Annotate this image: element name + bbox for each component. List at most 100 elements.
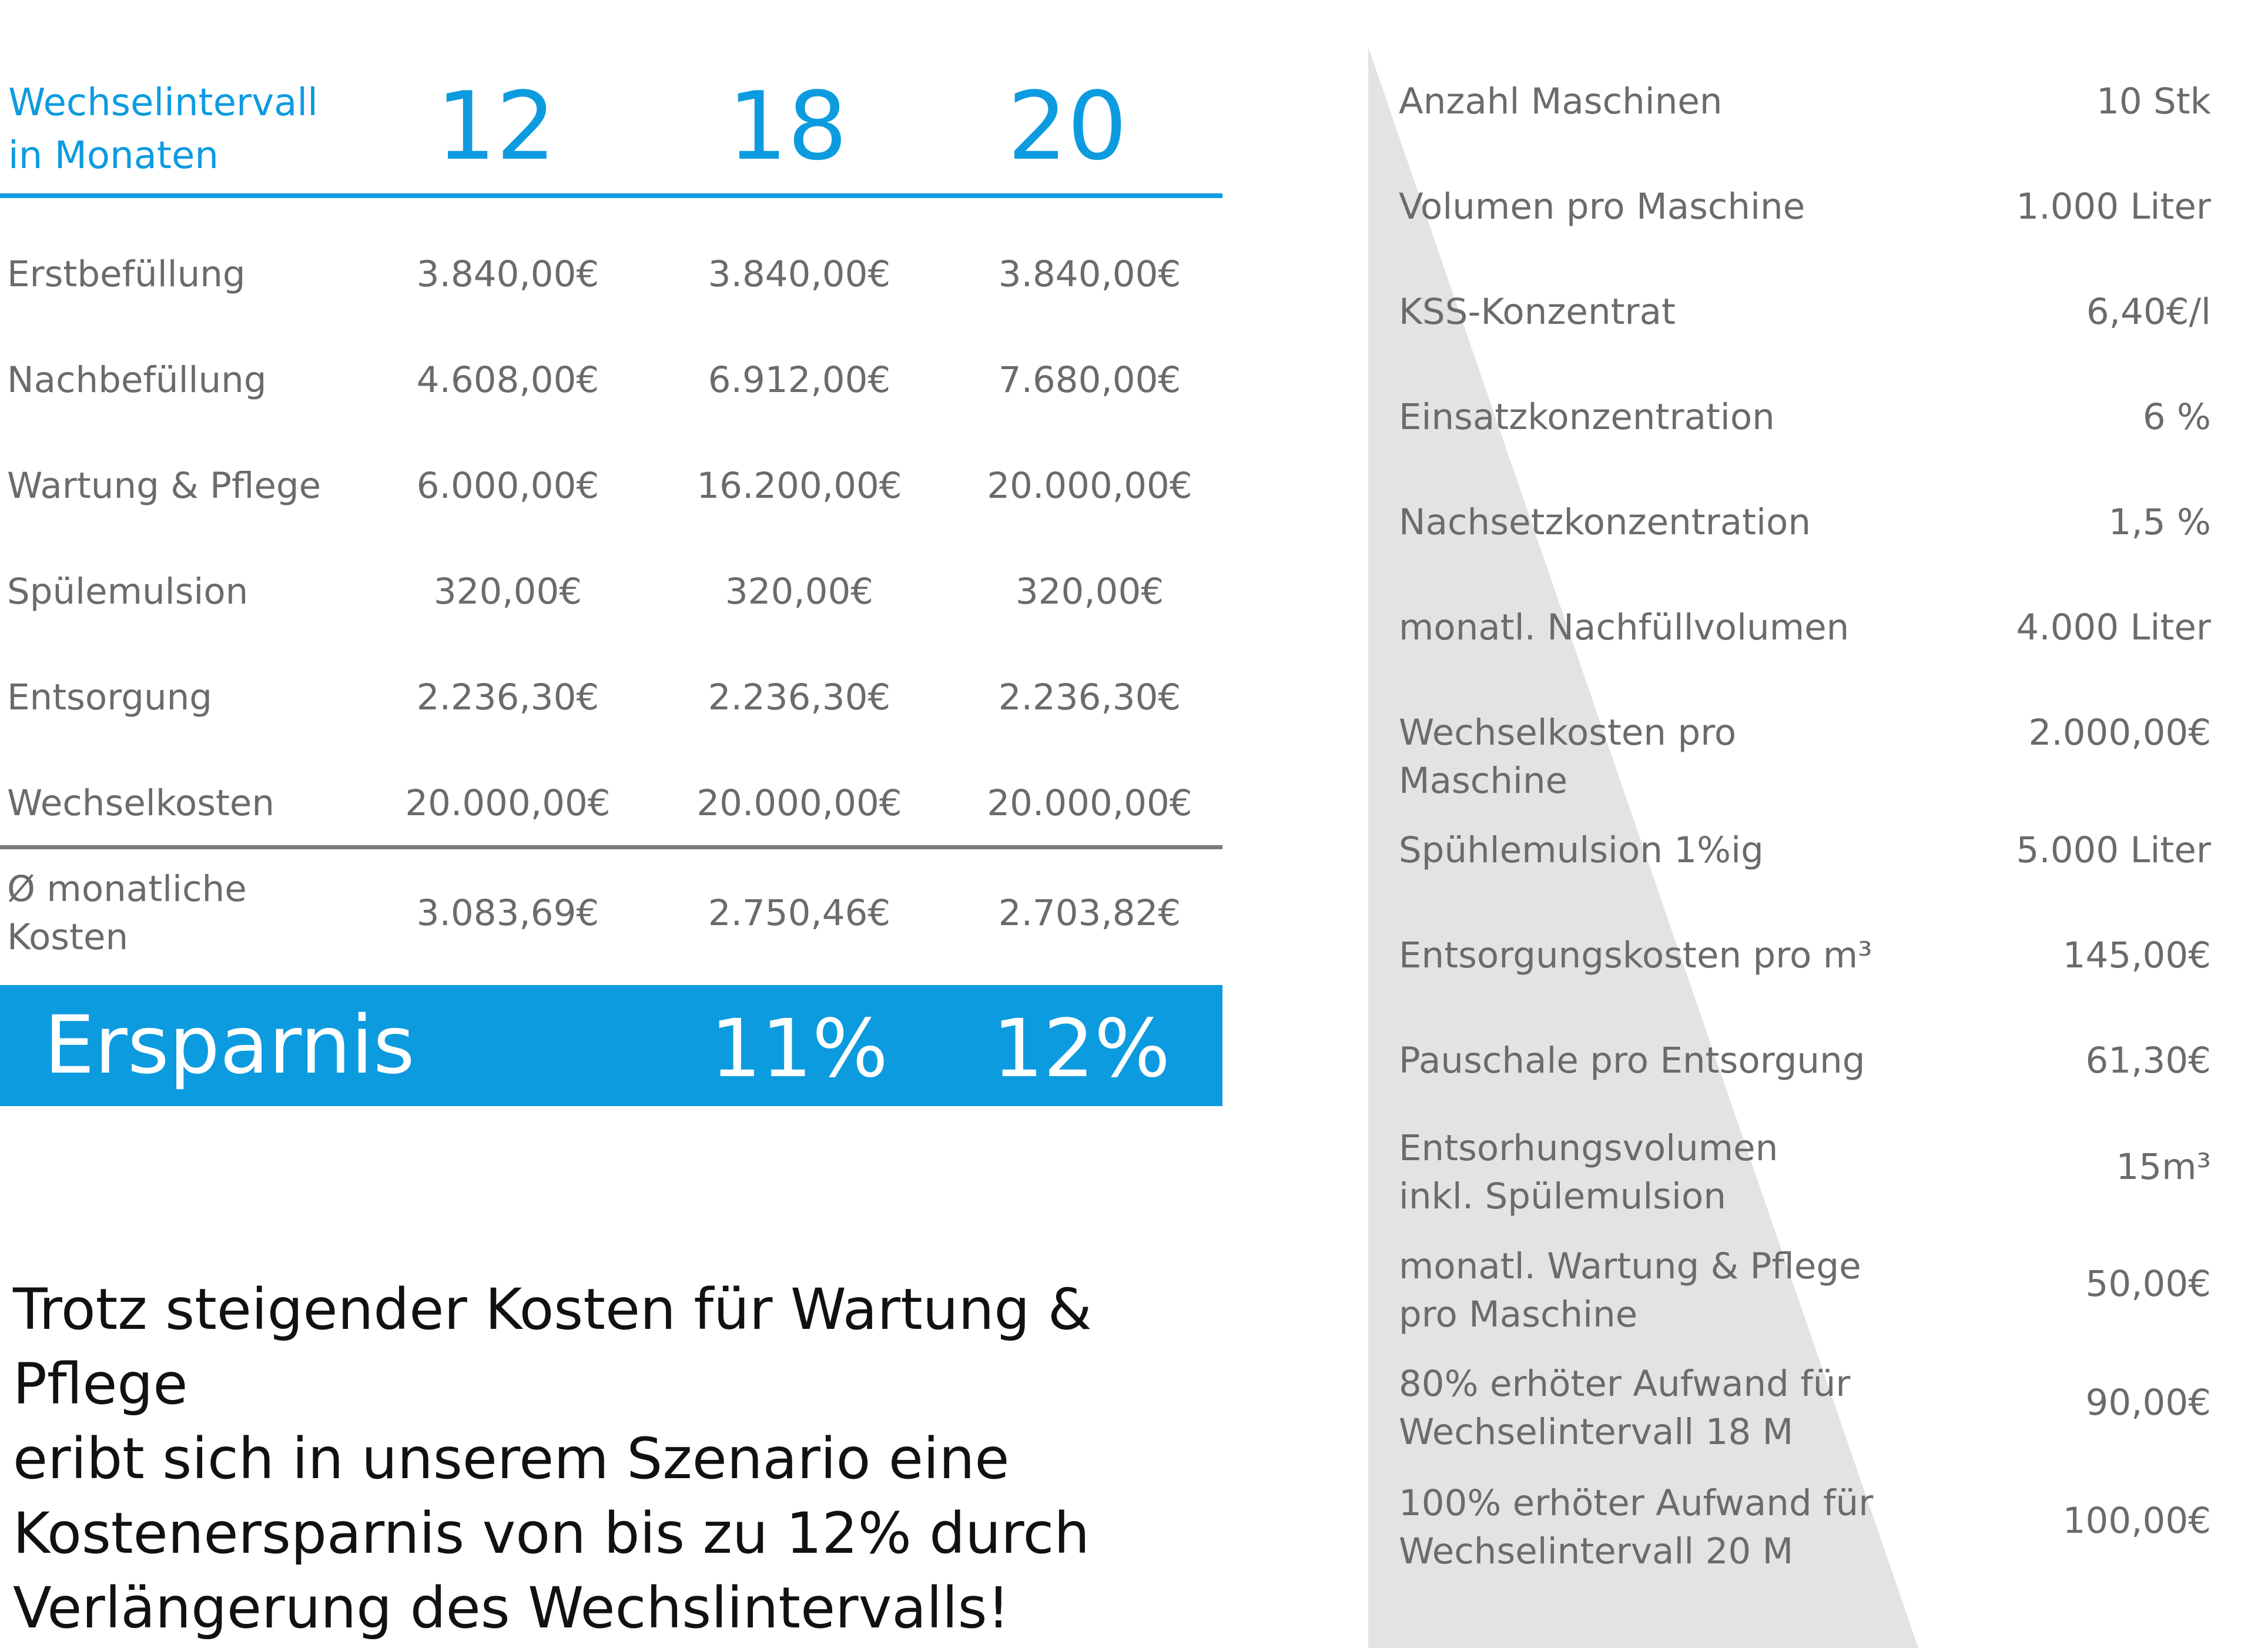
parameter-label-line-1: 80% erhöter Aufwand für	[1399, 1363, 1851, 1405]
parameter-label-line-1: Nachsetzkonzentration	[1399, 501, 1811, 543]
parameter-label: Volumen pro Maschine	[1399, 183, 1904, 231]
parameter-value: 2.000,00€	[2028, 712, 2211, 753]
cell-18: 6.912,00€	[708, 359, 891, 401]
row-label: Wechselkosten	[7, 782, 275, 824]
header-divider	[0, 193, 1222, 198]
parameter-value: 6,40€/l	[2086, 291, 2211, 333]
row-label: Nachbefüllung	[7, 359, 267, 401]
parameter-label-line-1: monatl. Nachfüllvolumen	[1399, 607, 1850, 648]
parameter-label: monatl. Wartung & Pflege pro Maschine	[1399, 1242, 1904, 1339]
cell-12: 3.840,00€	[416, 253, 599, 295]
row-label: Spülemulsion	[7, 571, 249, 612]
parameter-label-line-1: 100% erhöter Aufwand für	[1399, 1482, 1874, 1524]
parameter-label-line-1: Entsorgungskosten pro m³	[1399, 934, 1872, 976]
cell-12: 20.000,00€	[405, 782, 611, 824]
cost-comparison-table: Wechselintervall in Monaten 12 18 20 Ers…	[0, 0, 1222, 1117]
interval-header-line-2: in Monaten	[8, 134, 219, 177]
table-row-spuelemulsion: Spülemulsion 320,00€ 320,00€ 320,00€	[0, 568, 1222, 639]
row-label: Entsorgung	[7, 676, 212, 718]
summary-line-4: Verlängerung des Wechslintervalls!	[13, 1575, 1010, 1641]
cell-20: 7.680,00€	[998, 359, 1181, 401]
interval-header-label: Wechselintervall in Monaten	[8, 76, 318, 182]
average-12: 3.083,69€	[416, 892, 599, 934]
cell-12: 320,00€	[433, 571, 582, 612]
parameter-label-line-2: Maschine	[1399, 760, 1568, 802]
parameter-label-line-1: monatl. Wartung & Pflege	[1399, 1245, 1861, 1287]
parameter-value: 145,00€	[2062, 934, 2211, 976]
cell-18: 20.000,00€	[696, 782, 902, 824]
parameter-panel-background	[1368, 47, 1918, 1648]
savings-banner: Ersparnis 11% 12%	[0, 985, 1222, 1106]
table-row-nachbefuellung: Nachbefüllung 4.608,00€ 6.912,00€ 7.680,…	[0, 357, 1222, 427]
parameter-value: 61,30€	[2085, 1040, 2211, 1081]
parameter-value: 1.000 Liter	[2016, 186, 2211, 227]
month-header-20: 20	[1007, 71, 1127, 181]
interval-header-line-1: Wechselintervall	[8, 81, 318, 125]
parameter-label: Entsorhungsvolumen inkl. Spülemulsion	[1399, 1124, 1904, 1221]
cell-12: 2.236,30€	[416, 676, 599, 718]
cell-20: 20.000,00€	[987, 465, 1192, 507]
parameter-label-line-2: pro Maschine	[1399, 1294, 1638, 1335]
parameter-label: Spühlemulsion 1%ig	[1399, 826, 1904, 875]
parameter-value: 1,5 %	[2108, 501, 2211, 543]
table-row-entsorgung: Entsorgung 2.236,30€ 2.236,30€ 2.236,30€	[0, 674, 1222, 745]
parameter-label: Pauschale pro Entsorgung	[1399, 1037, 1904, 1085]
parameter-label-line-1: Wechselkosten pro	[1399, 712, 1737, 753]
parameter-value: 5.000 Liter	[2016, 829, 2211, 871]
parameter-value: 15m³	[2116, 1146, 2212, 1188]
parameter-label-line-2: inkl. Spülemulsion	[1399, 1175, 1726, 1217]
parameter-label-line-1: Einsatzkonzentration	[1399, 396, 1775, 438]
parameter-value: 100,00€	[2062, 1500, 2211, 1542]
cell-18: 16.200,00€	[696, 465, 902, 507]
average-label: Ø monatliche Kosten	[7, 865, 395, 962]
cell-20: 2.236,30€	[998, 676, 1181, 718]
table-row-wechselkosten: Wechselkosten 20.000,00€ 20.000,00€ 20.0…	[0, 780, 1222, 850]
parameter-label: Wechselkosten pro Maschine	[1399, 709, 1904, 805]
parameter-label-line-2: Wechselintervall 18 M	[1399, 1411, 1794, 1453]
parameter-label-line-1: KSS-Konzentrat	[1399, 291, 1676, 333]
parameter-label: Einsatzkonzentration	[1399, 393, 1904, 441]
parameter-label: Nachsetzkonzentration	[1399, 498, 1904, 547]
parameter-label-line-1: Anzahl Maschinen	[1399, 81, 1723, 122]
parameter-label: 100% erhöter Aufwand für Wechselinterval…	[1399, 1479, 1904, 1576]
parameter-value: 50,00€	[2085, 1263, 2211, 1305]
parameter-label-line-1: Entsorhungsvolumen	[1399, 1127, 1778, 1169]
total-divider	[0, 845, 1222, 849]
savings-label: Ersparnis	[44, 999, 415, 1092]
parameter-value: 4.000 Liter	[2016, 607, 2211, 648]
summary-line-2: eribt sich in unserem Szenario eine	[13, 1426, 1010, 1492]
cell-18: 2.236,30€	[708, 676, 891, 718]
month-header-12: 12	[436, 71, 556, 181]
cell-18: 3.840,00€	[708, 253, 891, 295]
month-header-18: 18	[728, 71, 847, 181]
parameter-label-line-1: Volumen pro Maschine	[1399, 186, 1805, 227]
cell-20: 320,00€	[1015, 571, 1164, 612]
parameter-label-line-1: Pauschale pro Entsorgung	[1399, 1040, 1865, 1081]
average-18: 2.750,46€	[708, 892, 891, 934]
average-label-line-2: Kosten	[7, 916, 129, 958]
cell-18: 320,00€	[725, 571, 874, 612]
savings-18: 11%	[710, 1003, 889, 1096]
cell-12: 6.000,00€	[416, 465, 599, 507]
cell-20: 3.840,00€	[998, 253, 1181, 295]
average-20: 2.703,82€	[998, 892, 1181, 934]
parameter-label: KSS-Konzentrat	[1399, 288, 1904, 336]
parameter-value: 6 %	[2142, 396, 2211, 438]
panel-wedge	[1368, 47, 1918, 1648]
parameter-label: Anzahl Maschinen	[1399, 78, 1904, 126]
table-row-erstbefuellung: Erstbefüllung 3.840,00€ 3.840,00€ 3.840,…	[0, 251, 1222, 321]
cell-12: 4.608,00€	[416, 359, 599, 401]
savings-20: 12%	[992, 1003, 1171, 1096]
parameter-label-line-1: Spühlemulsion 1%ig	[1399, 829, 1764, 871]
table-row-wartung-pflege: Wartung & Pflege 6.000,00€ 16.200,00€ 20…	[0, 463, 1222, 533]
summary-line-3: Kostenersparnis von bis zu 12% durch	[13, 1500, 1090, 1566]
summary-text: Trotz steigender Kosten für Wartung & Pf…	[13, 1272, 1271, 1646]
row-label: Wartung & Pflege	[7, 465, 321, 507]
parameter-value: 90,00€	[2085, 1382, 2211, 1423]
parameter-label: Entsorgungskosten pro m³	[1399, 932, 1904, 980]
table-row-average-monthly-cost: Ø monatliche Kosten 3.083,69€ 2.750,46€ …	[0, 865, 1222, 965]
parameter-value: 10 Stk	[2096, 81, 2211, 122]
cell-20: 20.000,00€	[987, 782, 1192, 824]
parameter-label-line-2: Wechselintervall 20 M	[1399, 1530, 1794, 1572]
average-label-line-1: Ø monatliche	[7, 868, 247, 910]
